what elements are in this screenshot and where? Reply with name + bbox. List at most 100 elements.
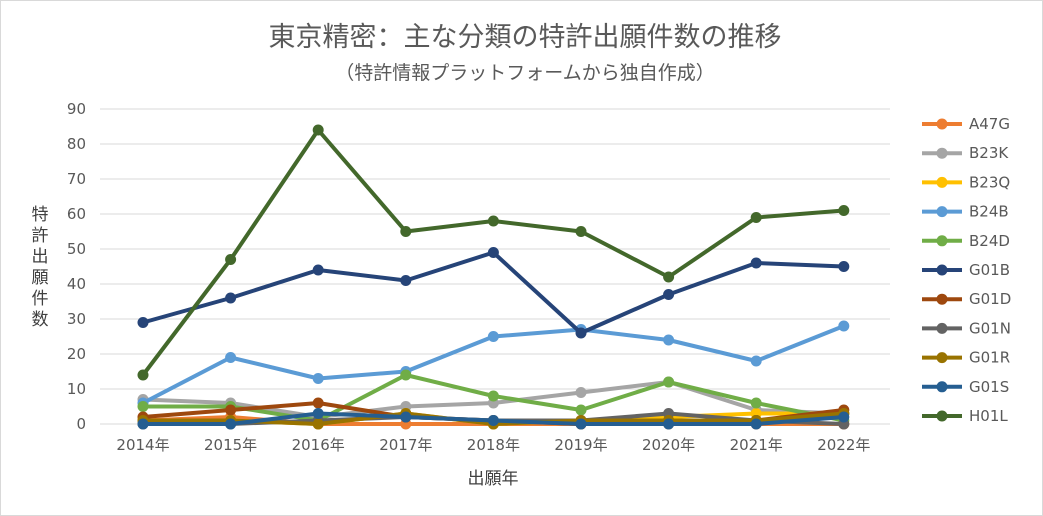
legend-label: B23K bbox=[969, 144, 1009, 162]
x-tick-label: 2018年 bbox=[467, 436, 520, 454]
data-point bbox=[225, 352, 237, 363]
legend-swatch-marker bbox=[936, 176, 948, 188]
legend-swatch-marker bbox=[936, 410, 948, 422]
data-point bbox=[575, 418, 587, 430]
data-point bbox=[575, 387, 587, 398]
data-point bbox=[225, 254, 237, 265]
data-point bbox=[838, 205, 850, 216]
data-point bbox=[312, 408, 324, 419]
series-H01L bbox=[137, 124, 850, 381]
series-B24B bbox=[137, 320, 850, 409]
x-axis-ticks: 2014年 2015年 2016年 2017年 2018年 2019年 2020年 2021年… bbox=[116, 436, 870, 454]
y-tick-label: 70 bbox=[67, 170, 86, 188]
legend-swatch-marker bbox=[936, 147, 948, 159]
chart-title: 東京精密：主な分類の特許出願件数の推移 bbox=[269, 22, 782, 53]
data-point bbox=[487, 415, 499, 426]
series-G01B bbox=[137, 247, 850, 339]
legend-label: G01R bbox=[969, 349, 1010, 367]
data-point bbox=[838, 411, 850, 423]
y-tick-label: 30 bbox=[67, 310, 86, 328]
legend-label: B24B bbox=[969, 203, 1009, 221]
data-point bbox=[312, 264, 324, 276]
legend-swatch-marker bbox=[936, 322, 948, 334]
legend-swatch-marker bbox=[936, 235, 948, 247]
y-tick-label: 80 bbox=[67, 135, 86, 153]
data-point bbox=[750, 418, 762, 430]
x-tick-label: 2016年 bbox=[292, 436, 345, 454]
legend-item: A47G bbox=[922, 115, 1010, 133]
legend-swatch-marker bbox=[936, 352, 948, 364]
data-point bbox=[575, 226, 587, 237]
chart-subtitle: （特許情報プラットフォームから独自作成） bbox=[335, 62, 714, 84]
data-point bbox=[312, 124, 324, 136]
y-tick-label: 90 bbox=[67, 100, 86, 118]
legend-swatch-marker bbox=[936, 206, 948, 218]
data-point bbox=[312, 397, 324, 409]
data-point bbox=[137, 418, 149, 430]
legend-label: B23Q bbox=[969, 173, 1010, 191]
legend-item: G01D bbox=[922, 290, 1011, 308]
x-tick-label: 2015年 bbox=[204, 436, 257, 454]
legend-item: G01S bbox=[922, 378, 1009, 396]
y-tick-label: 60 bbox=[67, 205, 86, 223]
gridlines bbox=[100, 108, 890, 425]
x-tick-label: 2014年 bbox=[116, 436, 169, 454]
legend-label: G01B bbox=[969, 261, 1010, 279]
legend: A47G B23K B23Q B24B B24D G01B G01D G01N G01R G01S… bbox=[922, 115, 1011, 425]
data-point bbox=[750, 355, 762, 367]
x-tick-label: 2021年 bbox=[730, 436, 783, 454]
legend-swatch-marker bbox=[936, 293, 948, 305]
y-tick-label: 50 bbox=[67, 240, 86, 258]
legend-swatch-marker bbox=[936, 118, 948, 130]
y-axis-label: 特許出願件数 bbox=[32, 205, 49, 330]
data-point bbox=[663, 376, 675, 388]
data-point bbox=[487, 247, 499, 258]
data-point bbox=[487, 331, 499, 342]
y-tick-label: 40 bbox=[67, 275, 86, 293]
data-point bbox=[487, 215, 499, 227]
data-point bbox=[663, 289, 675, 300]
data-point bbox=[400, 226, 412, 237]
data-point bbox=[663, 418, 675, 430]
legend-item: B24B bbox=[922, 203, 1009, 221]
data-point bbox=[750, 397, 762, 409]
legend-swatch-marker bbox=[936, 264, 948, 276]
legend-swatch-marker bbox=[936, 381, 948, 393]
legend-label: H01L bbox=[969, 407, 1008, 425]
data-point bbox=[137, 317, 149, 328]
data-point bbox=[838, 320, 850, 332]
data-point bbox=[750, 257, 762, 269]
data-point bbox=[400, 411, 412, 423]
x-tick-label: 2022年 bbox=[817, 436, 870, 454]
legend-item: G01B bbox=[922, 261, 1010, 279]
data-point bbox=[312, 418, 324, 430]
data-point bbox=[137, 401, 149, 412]
legend-item: B23Q bbox=[922, 173, 1010, 191]
y-tick-label: 10 bbox=[67, 380, 86, 398]
data-point bbox=[750, 212, 762, 223]
data-point bbox=[225, 418, 237, 430]
legend-label: B24D bbox=[969, 232, 1010, 250]
data-point bbox=[225, 404, 237, 416]
data-point bbox=[225, 292, 237, 304]
data-point bbox=[663, 334, 675, 346]
legend-item: B23K bbox=[922, 144, 1009, 162]
legend-item: B24D bbox=[922, 232, 1010, 250]
legend-label: G01N bbox=[969, 319, 1011, 337]
x-tick-label: 2020年 bbox=[642, 436, 695, 454]
x-tick-label: 2019年 bbox=[554, 436, 607, 454]
x-tick-label: 2017年 bbox=[379, 436, 432, 454]
y-tick-label: 0 bbox=[76, 415, 86, 433]
legend-item: G01N bbox=[922, 319, 1011, 337]
series-G01S bbox=[137, 408, 850, 430]
y-axis-ticks: 0 10 20 30 40 50 60 70 80 90 bbox=[67, 100, 86, 433]
data-point bbox=[838, 261, 850, 272]
y-tick-label: 20 bbox=[67, 345, 86, 363]
legend-label: A47G bbox=[969, 115, 1010, 133]
data-point bbox=[575, 327, 587, 339]
series-line bbox=[141, 250, 846, 335]
data-point bbox=[400, 369, 412, 381]
data-point bbox=[137, 369, 149, 381]
